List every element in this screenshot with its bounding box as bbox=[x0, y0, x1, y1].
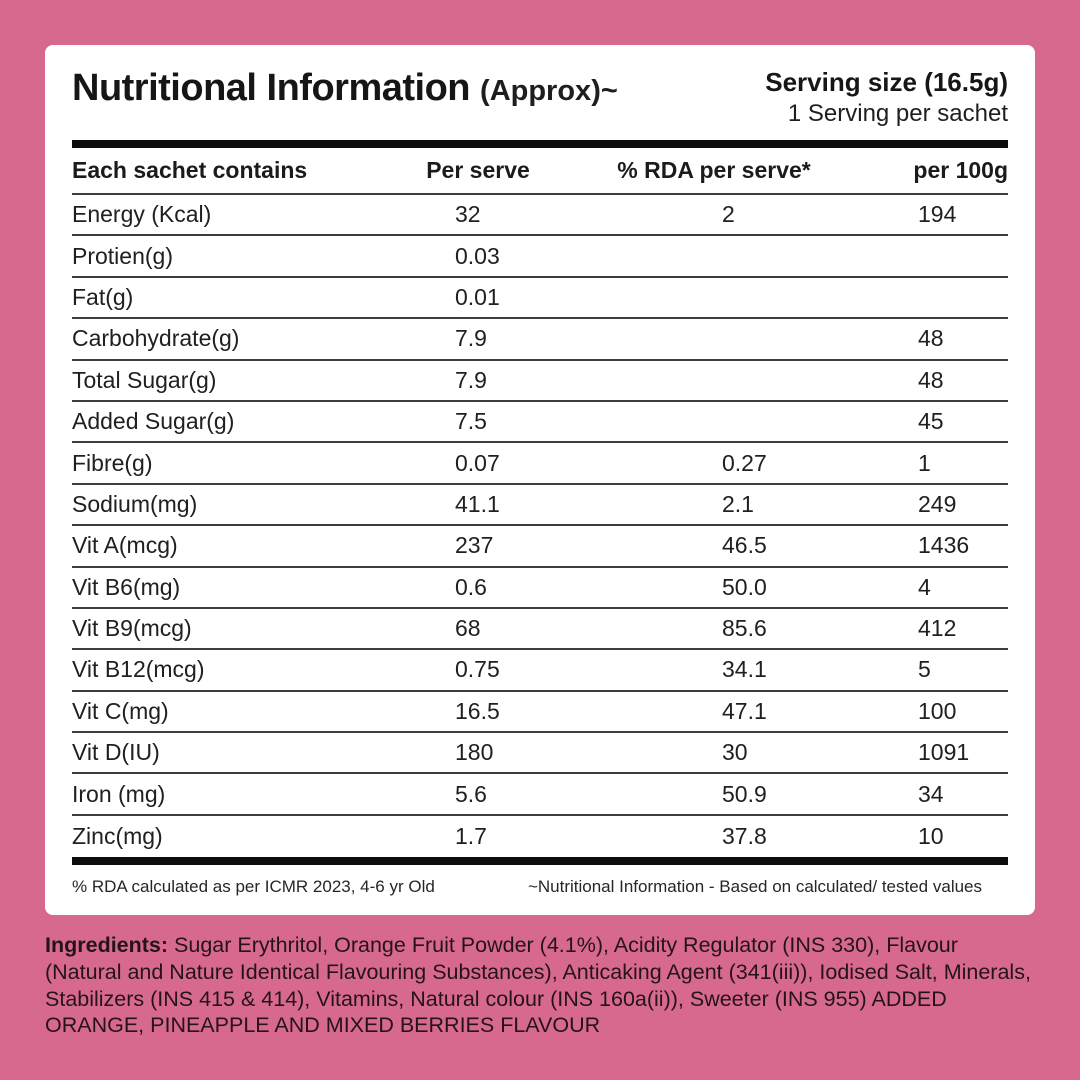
row-per-serve-value: 180 bbox=[455, 739, 494, 766]
row-per-100g-value: 48 bbox=[918, 325, 944, 352]
row-per-serve-value: 1.7 bbox=[455, 823, 487, 850]
row-label: Protien(g) bbox=[72, 242, 173, 269]
row-per-100g-value: 1091 bbox=[918, 739, 970, 766]
table-row: Iron (mg) 5.6 50.9 34 bbox=[72, 774, 1008, 816]
row-label: Energy (Kcal) bbox=[72, 201, 212, 228]
row-per-serve-value: 0.75 bbox=[455, 656, 500, 683]
row-per-serve-value: 0.01 bbox=[455, 283, 500, 310]
divider-top bbox=[72, 140, 1008, 148]
row-per-serve-value: 32 bbox=[455, 201, 481, 228]
row-per-serve-value: 0.07 bbox=[455, 449, 500, 476]
row-label: Vit D(IU) bbox=[72, 739, 160, 766]
row-per-serve-value: 68 bbox=[455, 615, 481, 642]
footnote-rda: % RDA calculated as per ICMR 2023, 4-6 y… bbox=[72, 877, 435, 897]
table-row: Added Sugar(g) 7.5 45 bbox=[72, 402, 1008, 444]
row-per-serve-value: 7.9 bbox=[455, 325, 487, 352]
serving-info: Serving size (16.5g) 1 Serving per sache… bbox=[765, 67, 1008, 129]
row-per-serve-value: 7.9 bbox=[455, 366, 487, 393]
row-rda-value: 47.1 bbox=[722, 697, 767, 724]
row-rda-value: 85.6 bbox=[722, 615, 767, 642]
table-row: Carbohydrate(g) 7.9 48 bbox=[72, 319, 1008, 361]
row-per-100g-value: 1436 bbox=[918, 532, 970, 559]
row-label: Vit B6(mg) bbox=[72, 573, 181, 600]
row-per-100g-value: 100 bbox=[918, 697, 957, 724]
divider-bottom bbox=[72, 857, 1008, 866]
table-row: Energy (Kcal) 32 2 194 bbox=[72, 195, 1008, 237]
row-label: Iron (mg) bbox=[72, 780, 166, 807]
table-body: Energy (Kcal) 32 2 194 Protien(g) 0.03 F… bbox=[72, 195, 1008, 857]
row-label: Carbohydrate(g) bbox=[72, 325, 240, 352]
row-per-100g-value: 10 bbox=[918, 823, 944, 850]
ingredients-list: Sugar Erythritol, Orange Fruit Powder (4… bbox=[45, 933, 1031, 1038]
table-row: Fat(g) 0.01 bbox=[72, 278, 1008, 320]
row-per-serve-value: 16.5 bbox=[455, 697, 500, 724]
row-label: Fibre(g) bbox=[72, 449, 153, 476]
row-per-100g-value: 194 bbox=[918, 201, 957, 228]
row-rda-value: 50.9 bbox=[722, 780, 767, 807]
row-per-serve-value: 237 bbox=[455, 532, 494, 559]
row-label: Sodium(mg) bbox=[72, 490, 198, 517]
footnotes: % RDA calculated as per ICMR 2023, 4-6 y… bbox=[72, 877, 1008, 897]
table-row: Vit A(mcg) 237 46.5 1436 bbox=[72, 526, 1008, 568]
column-header-rda-per-serve: % RDA per serve* bbox=[617, 157, 811, 183]
row-rda-value: 0.27 bbox=[722, 449, 767, 476]
row-per-100g-value: 45 bbox=[918, 408, 944, 435]
row-per-serve-value: 7.5 bbox=[455, 408, 487, 435]
page-title-suffix: (Approx)~ bbox=[480, 75, 618, 107]
row-rda-value: 34.1 bbox=[722, 656, 767, 683]
title-wrap: Nutritional Information (Approx)~ bbox=[72, 67, 618, 110]
row-label: Vit A(mcg) bbox=[72, 532, 178, 559]
card-header: Nutritional Information (Approx)~ Servin… bbox=[45, 45, 1035, 140]
row-per-serve-value: 0.6 bbox=[455, 573, 487, 600]
serving-per-sachet-text: 1 Serving per sachet bbox=[787, 100, 1008, 128]
ingredients-text: Ingredients: Sugar Erythritol, Orange Fr… bbox=[45, 932, 1037, 1039]
row-per-serve-value: 0.03 bbox=[455, 242, 500, 269]
table-row: Vit D(IU) 180 30 1091 bbox=[72, 733, 1008, 775]
row-per-100g-value: 48 bbox=[918, 366, 944, 393]
row-rda-value: 37.8 bbox=[722, 823, 767, 850]
column-header-sachet-contains: Each sachet contains bbox=[72, 157, 308, 183]
row-per-100g-value: 412 bbox=[918, 615, 957, 642]
table-header-row: Each sachet contains Per serve % RDA per… bbox=[72, 148, 1008, 195]
table-row: Vit C(mg) 16.5 47.1 100 bbox=[72, 692, 1008, 734]
row-rda-value: 2.1 bbox=[722, 490, 754, 517]
nutrition-card: Nutritional Information (Approx)~ Servin… bbox=[45, 45, 1035, 915]
column-header-per-100g: per 100g bbox=[913, 157, 1008, 183]
row-label: Vit B12(mcg) bbox=[72, 656, 205, 683]
row-label: Vit C(mg) bbox=[72, 697, 169, 724]
row-label: Total Sugar(g) bbox=[72, 366, 217, 393]
row-per-serve-value: 41.1 bbox=[455, 490, 500, 517]
row-rda-value: 46.5 bbox=[722, 532, 767, 559]
table-row: Total Sugar(g) 7.9 48 bbox=[72, 361, 1008, 402]
table-row: Vit B6(mg) 0.6 50.0 4 bbox=[72, 568, 1008, 609]
row-per-100g-value: 249 bbox=[918, 490, 957, 517]
row-rda-value: 30 bbox=[722, 739, 748, 766]
table-row: Vit B9(mcg) 68 85.6 412 bbox=[72, 609, 1008, 651]
column-header-per-serve: Per serve bbox=[426, 157, 530, 183]
row-rda-value: 50.0 bbox=[722, 573, 767, 600]
table-row: Zinc(mg) 1.7 37.8 10 bbox=[72, 816, 1008, 857]
table-row: Protien(g) 0.03 bbox=[72, 236, 1008, 278]
table-row: Sodium(mg) 41.1 2.1 249 bbox=[72, 485, 1008, 527]
serving-size-text: Serving size (16.5g) bbox=[765, 67, 1008, 97]
row-rda-value: 2 bbox=[722, 201, 735, 228]
row-per-100g-value: 5 bbox=[918, 656, 931, 683]
table-row: Fibre(g) 0.07 0.27 1 bbox=[72, 443, 1008, 485]
row-label: Zinc(mg) bbox=[72, 823, 163, 850]
page-title: Nutritional Information bbox=[72, 67, 471, 109]
row-label: Vit B9(mcg) bbox=[72, 615, 192, 642]
row-label: Added Sugar(g) bbox=[72, 408, 235, 435]
row-per-100g-value: 34 bbox=[918, 780, 944, 807]
footnote-values: ~Nutritional Information - Based on calc… bbox=[527, 877, 982, 897]
row-label: Fat(g) bbox=[72, 283, 134, 310]
table-row: Vit B12(mcg) 0.75 34.1 5 bbox=[72, 650, 1008, 692]
row-per-100g-value: 1 bbox=[918, 449, 931, 476]
ingredients-label: Ingredients: bbox=[45, 933, 169, 957]
row-per-serve-value: 5.6 bbox=[455, 780, 487, 807]
row-per-100g-value: 4 bbox=[918, 573, 931, 600]
